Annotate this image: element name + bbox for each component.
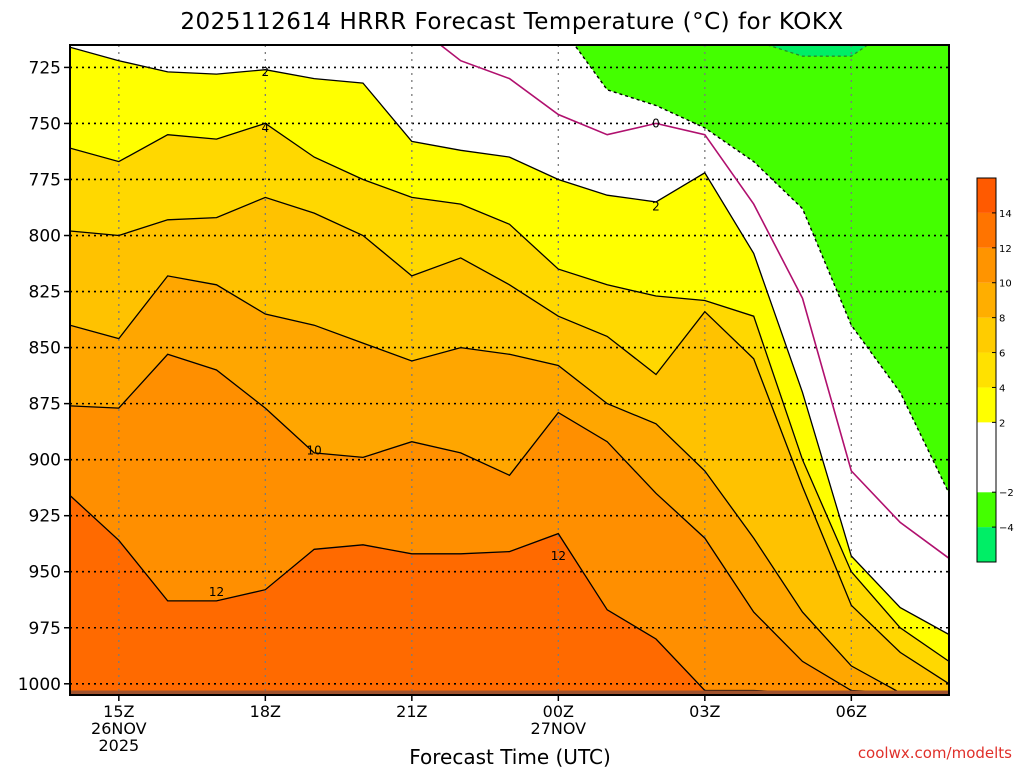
colorbar-band — [977, 352, 996, 388]
colorbar-tick-label: 14 — [999, 209, 1012, 220]
colorbar-legend: 14 12 10 8 6 4 2 −2 −4 — [976, 177, 1014, 563]
colorbar-band — [977, 178, 996, 213]
isotherm-lines — [70, 45, 949, 695]
colorbar-tick-label: 10 — [999, 279, 1012, 290]
colorbar-tick-label: 12 — [999, 244, 1012, 255]
y-tick-label: 900 — [29, 451, 61, 471]
isotherm-m2 — [573, 45, 949, 494]
isotherm-8 — [70, 275, 949, 695]
y-tick-label: 975 — [29, 619, 61, 639]
contour-label: 12 — [551, 549, 566, 563]
x-axis-label: Forecast Time (UTC) — [409, 745, 611, 768]
x-tick-label: 18Z — [250, 702, 281, 721]
y-tick-label: 925 — [29, 507, 61, 527]
colorbar-band — [977, 422, 996, 493]
contour-labels: 2 4 10 12 12 0 2 — [209, 65, 660, 599]
colorbar-tick-label: 2 — [999, 418, 1005, 429]
y-tick-label: 825 — [29, 283, 61, 303]
grid-lines — [70, 45, 949, 695]
time-axis: 15Z 26NOV 2025 18Z 21Z 00Z 27NOV 03Z 06Z — [91, 695, 867, 755]
colorbar-band — [977, 282, 996, 318]
isotherm-2 — [70, 46, 949, 636]
colorbar-band — [977, 387, 996, 423]
chart-title: 2025112614 HRRR Forecast Temperature (°C… — [180, 9, 843, 35]
contour-label: 2 — [652, 199, 660, 213]
colorbar-tick-label: 4 — [999, 383, 1005, 394]
colorbar-band — [977, 527, 996, 562]
temperature-fill-layer — [70, 45, 949, 695]
ground-surface — [70, 690, 949, 695]
colorbar-tick-label: −4 — [999, 523, 1014, 534]
y-tick-label: 775 — [29, 170, 61, 190]
y-tick-label: 850 — [29, 339, 61, 359]
isotherm-10 — [70, 353, 949, 695]
fill-band-above_12 — [70, 495, 949, 695]
isotherm-4 — [70, 122, 949, 662]
x-tick-label: 03Z — [689, 702, 720, 721]
x-tick-label: 00Z 27NOV — [531, 702, 587, 738]
y-tick-label: 725 — [29, 58, 61, 78]
contour-label: 12 — [209, 585, 224, 599]
y-tick-label: 800 — [29, 227, 61, 247]
x-tick-label: 21Z — [396, 702, 427, 721]
x-tick-label: 06Z — [836, 702, 867, 721]
colorbar-tick-label: −2 — [999, 488, 1014, 499]
y-tick-label: 875 — [29, 395, 61, 415]
colorbar-band — [977, 317, 996, 353]
isotherm-0 — [439, 45, 949, 559]
colorbar-band — [977, 492, 996, 528]
pressure-axis: 725 750 775 800 825 850 875 900 925 950 975 1000 — [18, 58, 70, 695]
credit-link[interactable]: coolwx.com/modelts — [858, 744, 1012, 762]
colorbar-band — [977, 247, 996, 283]
contour-label: 2 — [262, 65, 270, 79]
contour-label: 10 — [307, 444, 322, 458]
colorbar-tick-label: 8 — [999, 314, 1005, 325]
colorbar-tick-label: 6 — [999, 349, 1005, 360]
isotherm-6 — [70, 196, 949, 685]
x-tick-label: 15Z 26NOV 2025 — [91, 702, 147, 755]
colorbar-frame — [976, 177, 997, 563]
colorbar-band — [977, 212, 996, 248]
contour-label: 0 — [652, 116, 660, 130]
y-tick-label: 950 — [29, 563, 61, 583]
contour-label: 4 — [262, 121, 270, 135]
y-tick-label: 1000 — [18, 675, 61, 695]
plot-frame — [69, 44, 950, 696]
y-tick-label: 750 — [29, 114, 61, 134]
